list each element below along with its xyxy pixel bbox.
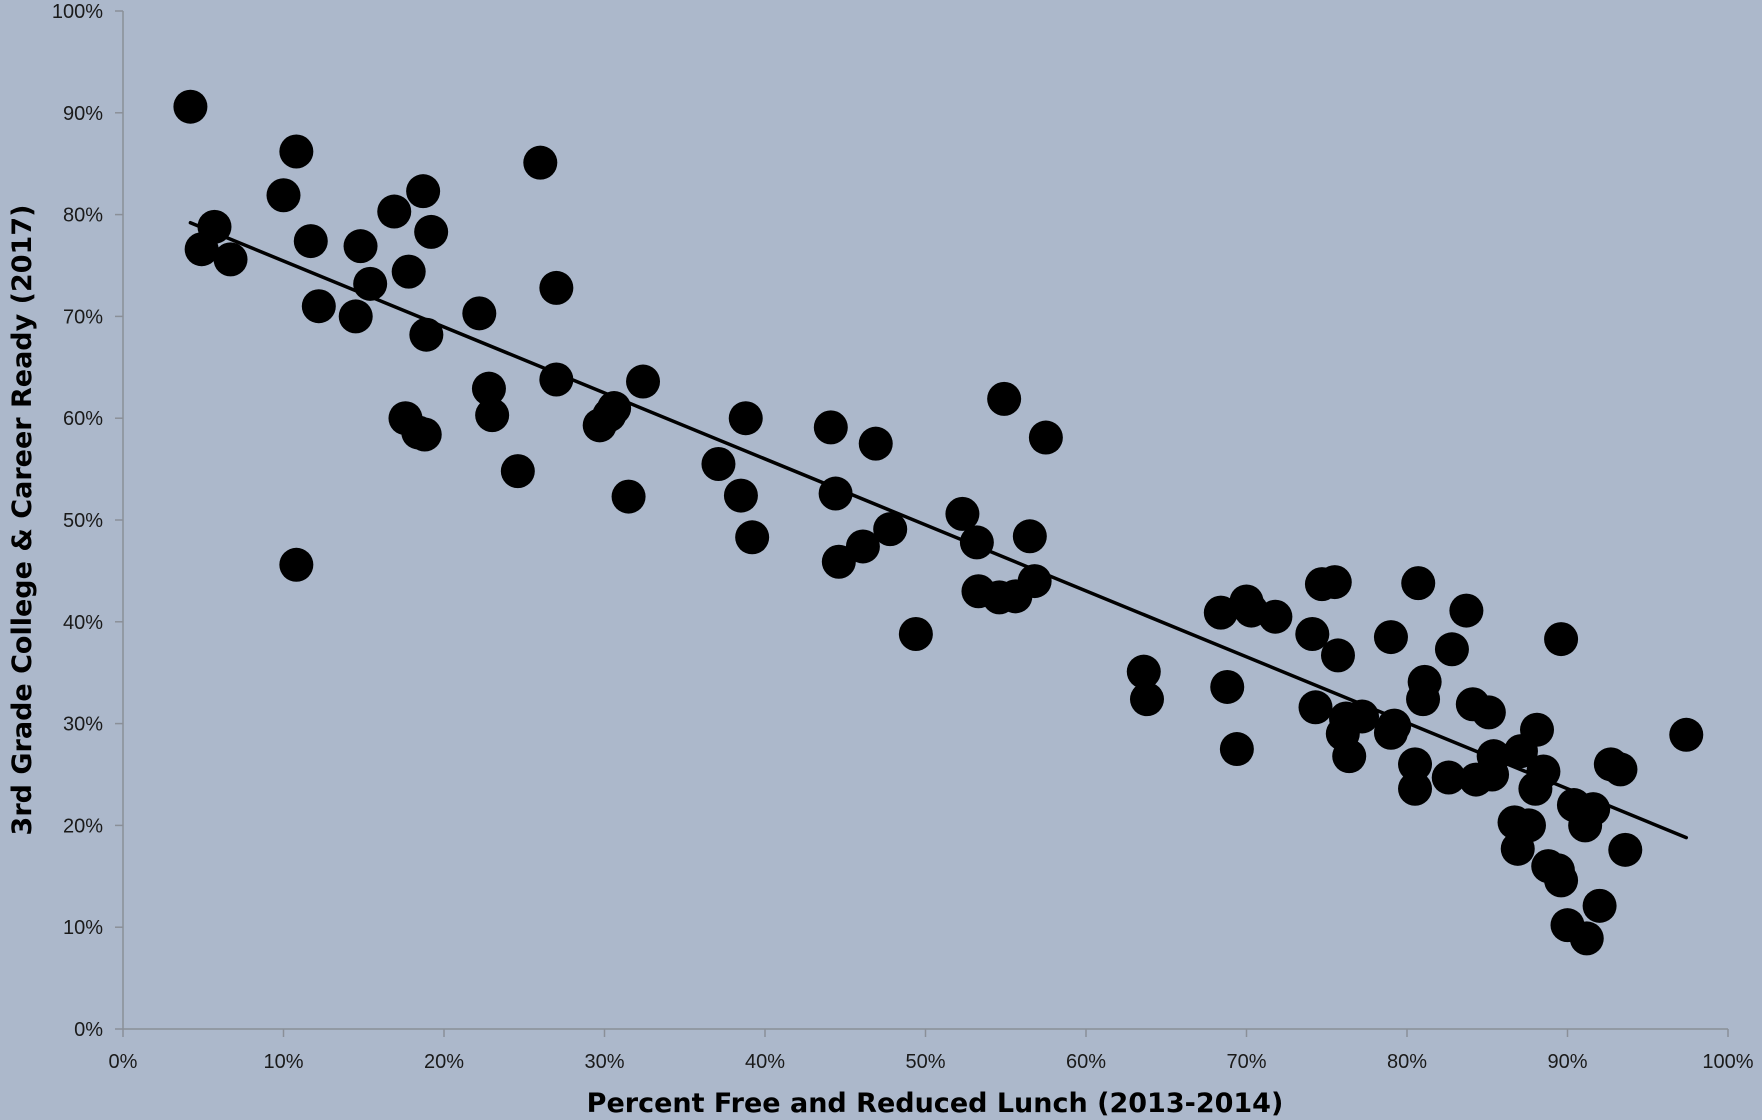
data-point <box>1126 654 1161 689</box>
data-point <box>1511 808 1546 843</box>
x-tick-label: 60% <box>1066 1051 1106 1073</box>
data-point <box>1012 519 1047 554</box>
data-point <box>213 242 248 277</box>
data-point <box>1544 863 1579 898</box>
data-point <box>471 371 506 406</box>
data-point <box>735 520 770 555</box>
y-ticks: 0% 10% 20% 30% 40% 50% 60% 70% 80% 90% 100% <box>52 1 123 1041</box>
data-point <box>945 496 980 531</box>
x-tick-label: 20% <box>424 1051 464 1073</box>
x-tick-label: 30% <box>584 1051 624 1073</box>
data-point <box>500 454 535 489</box>
x-tick-label: 0% <box>109 1051 138 1073</box>
x-tick-label: 40% <box>745 1051 785 1073</box>
y-tick-label: 100% <box>52 1 103 23</box>
data-point <box>1129 682 1164 717</box>
data-point <box>407 417 442 452</box>
y-tick-label: 60% <box>63 408 103 430</box>
y-tick-label: 40% <box>63 612 103 634</box>
x-tick-label: 50% <box>905 1051 945 1073</box>
x-tick-label: 80% <box>1387 1051 1427 1073</box>
data-point <box>723 478 758 513</box>
x-tick-label: 70% <box>1226 1051 1266 1073</box>
data-point <box>293 224 328 259</box>
data-points <box>173 89 1704 956</box>
data-point <box>1028 420 1063 455</box>
data-point <box>343 229 378 264</box>
data-point <box>406 174 441 209</box>
data-point <box>1434 632 1469 667</box>
data-point <box>1210 669 1245 704</box>
data-point <box>873 512 908 547</box>
data-point <box>1219 732 1254 767</box>
data-point <box>279 547 314 582</box>
y-tick-label: 70% <box>63 306 103 328</box>
data-point <box>1320 638 1355 673</box>
x-axis-title: Percent Free and Reduced Lunch (2013-201… <box>587 1088 1284 1119</box>
data-point <box>1373 620 1408 655</box>
data-point <box>266 178 301 213</box>
data-point <box>987 381 1022 416</box>
data-point <box>414 214 449 249</box>
data-point <box>338 299 373 334</box>
y-tick-label: 50% <box>63 510 103 532</box>
y-tick-label: 0% <box>74 1019 103 1041</box>
data-point <box>1608 832 1643 867</box>
x-tick-label: 90% <box>1547 1051 1587 1073</box>
trendline <box>188 220 1689 840</box>
data-point <box>1449 593 1484 628</box>
data-point <box>728 401 763 436</box>
data-point <box>1520 712 1555 747</box>
data-point <box>377 194 412 229</box>
y-tick-label: 90% <box>63 103 103 125</box>
data-point <box>858 426 893 461</box>
data-point <box>409 317 444 352</box>
x-tick-label: 10% <box>263 1051 303 1073</box>
data-point <box>391 254 426 289</box>
data-point <box>1582 888 1617 923</box>
data-point <box>1298 690 1333 725</box>
data-point <box>626 364 661 399</box>
data-point <box>523 145 558 180</box>
data-point <box>1569 921 1604 956</box>
data-point <box>845 529 880 564</box>
x-ticks: 0% 10% 20% 30% 40% 50% 60% 70% 80% 90% 100% <box>109 1029 1754 1073</box>
data-point <box>301 289 336 324</box>
data-point <box>1431 760 1466 795</box>
data-point <box>701 447 736 482</box>
data-point <box>1398 771 1433 806</box>
data-point <box>1332 739 1367 774</box>
y-tick-label: 10% <box>63 917 103 939</box>
data-point <box>813 410 848 445</box>
data-point <box>1258 599 1293 634</box>
data-point <box>539 270 574 305</box>
data-point <box>1295 617 1330 652</box>
data-point <box>1471 695 1506 730</box>
data-point <box>1476 739 1511 774</box>
y-tick-label: 30% <box>63 714 103 736</box>
data-point <box>1401 566 1436 601</box>
data-point <box>898 617 933 652</box>
data-point <box>1526 754 1561 789</box>
data-point <box>1603 752 1638 787</box>
data-point <box>1576 792 1611 827</box>
data-point <box>279 134 314 169</box>
data-point <box>1544 622 1579 657</box>
data-point <box>462 296 497 331</box>
y-axis-title: 3rd Grade College & Career Ready (2017) <box>7 205 38 836</box>
data-point <box>1377 708 1412 743</box>
data-point <box>475 398 510 433</box>
data-point <box>173 89 208 124</box>
data-point <box>1317 565 1352 600</box>
data-point <box>1669 717 1704 752</box>
x-tick-label: 100% <box>1702 1051 1753 1073</box>
data-point <box>1407 664 1442 699</box>
data-point <box>611 479 646 514</box>
data-point <box>1203 595 1238 630</box>
y-tick-label: 80% <box>63 205 103 227</box>
data-point <box>1398 747 1433 782</box>
y-tick-label: 20% <box>63 815 103 837</box>
